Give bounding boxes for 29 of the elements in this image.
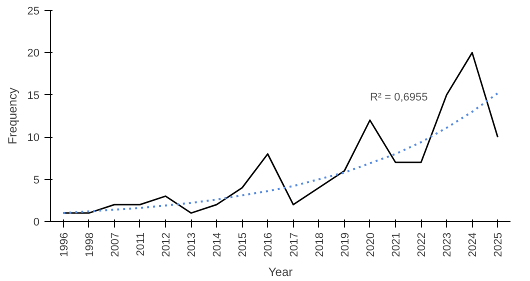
y-tick-label: 10: [27, 132, 40, 144]
x-tick-label: 2016: [262, 232, 275, 257]
x-tick-label: 2023: [442, 232, 454, 257]
line-series: [62, 52, 498, 214]
x-tick-label: 2017: [288, 232, 300, 257]
y-tick-label: 5: [33, 174, 40, 186]
x-tick-label: 2011: [134, 232, 147, 256]
x-tick-label: 1998: [84, 232, 96, 257]
x-tick-label: 2019: [339, 232, 352, 257]
y-axis-title: Frequency: [5, 88, 20, 144]
x-tick-label: 2007: [109, 232, 122, 257]
x-tick-label: 2025: [492, 232, 505, 257]
x-tick-label: 2015: [237, 232, 250, 257]
x-tick-label: 2020: [364, 232, 377, 257]
x-tick-label: 2024: [467, 232, 480, 257]
line-series: [62, 92, 499, 214]
x-tick-label: 2018: [314, 232, 326, 257]
x-tick-label: 2013: [186, 232, 198, 257]
annotation: R² = 0,6955: [370, 91, 428, 104]
x-tick-label: 2012: [160, 232, 172, 257]
x-tick-label: 2014: [212, 232, 224, 257]
x-axis-title: Year: [268, 264, 293, 279]
x-tick-label: 2022: [416, 232, 428, 257]
x-tick-label: 2021: [390, 232, 402, 257]
y-tick-label: 15: [27, 90, 40, 102]
y-tick-label: 20: [27, 48, 40, 60]
x-tick-label: 1996: [58, 232, 70, 257]
y-tick-label: 25: [27, 6, 40, 18]
y-tick-label: 0: [33, 216, 40, 228]
